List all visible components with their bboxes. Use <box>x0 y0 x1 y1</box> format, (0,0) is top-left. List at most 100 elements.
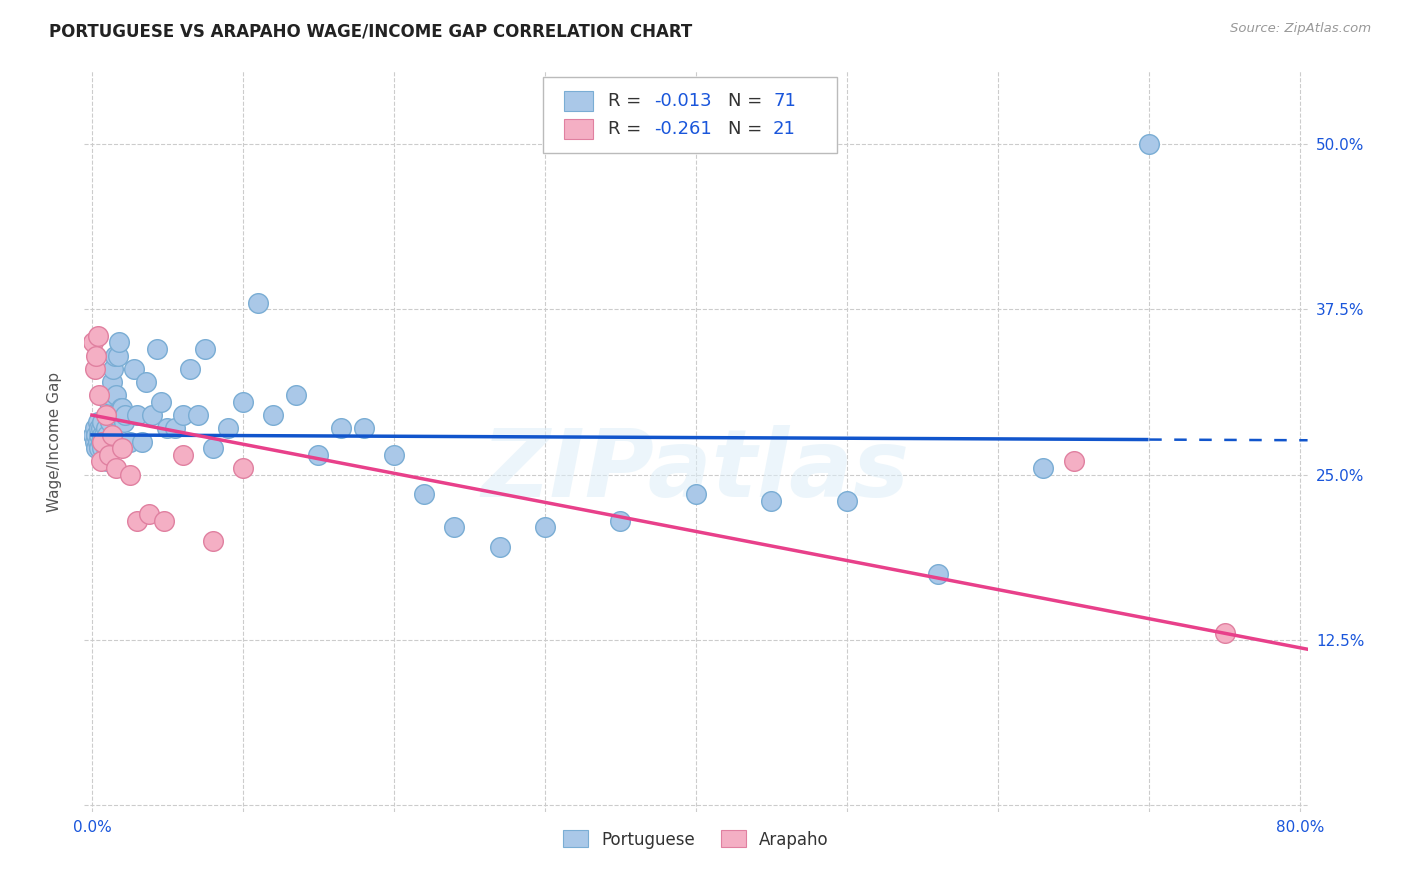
Point <box>103 349 125 363</box>
Point <box>84 434 107 449</box>
Point <box>82 428 104 442</box>
Point <box>201 441 224 455</box>
FancyBboxPatch shape <box>564 120 593 139</box>
Point <box>118 467 141 482</box>
Point <box>111 401 134 416</box>
Point <box>118 434 141 449</box>
Point <box>94 441 117 455</box>
Point <box>1032 461 1054 475</box>
Point <box>105 461 128 475</box>
Point <box>232 461 254 475</box>
Point <box>138 508 160 522</box>
Point <box>114 408 136 422</box>
Point <box>247 295 270 310</box>
Point <box>97 395 120 409</box>
Point <box>127 408 149 422</box>
Legend: Portuguese, Arapaho: Portuguese, Arapaho <box>557 823 835 855</box>
Point <box>90 421 112 435</box>
Point <box>98 415 121 429</box>
Point <box>353 421 375 435</box>
Point <box>307 448 329 462</box>
Point <box>1137 137 1160 152</box>
Point <box>112 415 135 429</box>
Point <box>94 421 117 435</box>
Text: -0.013: -0.013 <box>654 92 711 110</box>
Point <box>156 421 179 435</box>
Point <box>91 415 114 429</box>
Point <box>163 421 186 435</box>
Text: ZIPatlas: ZIPatlas <box>482 425 910 517</box>
Text: PORTUGUESE VS ARAPAHO WAGE/INCOME GAP CORRELATION CHART: PORTUGUESE VS ARAPAHO WAGE/INCOME GAP CO… <box>49 22 693 40</box>
Point <box>609 514 631 528</box>
Point <box>141 408 163 422</box>
Point <box>443 520 465 534</box>
Text: N =: N = <box>728 120 768 138</box>
FancyBboxPatch shape <box>564 91 593 111</box>
Point <box>835 494 858 508</box>
Point <box>108 335 131 350</box>
Point <box>111 441 134 455</box>
Point <box>131 434 153 449</box>
Point <box>97 408 120 422</box>
Point <box>105 388 128 402</box>
Point <box>93 434 115 449</box>
Point <box>488 541 510 555</box>
Point <box>89 441 111 455</box>
Point <box>97 448 120 462</box>
FancyBboxPatch shape <box>543 78 837 153</box>
Point <box>87 434 110 449</box>
Point <box>172 408 194 422</box>
Point <box>179 361 201 376</box>
Point <box>122 361 145 376</box>
Point <box>217 421 239 435</box>
Point <box>89 421 111 435</box>
Point <box>194 342 217 356</box>
Point <box>87 328 110 343</box>
Point <box>91 434 114 449</box>
Point <box>201 533 224 548</box>
Point <box>127 514 149 528</box>
Point <box>86 349 108 363</box>
Point <box>685 487 707 501</box>
Point <box>89 428 111 442</box>
Y-axis label: Wage/Income Gap: Wage/Income Gap <box>48 371 62 512</box>
Point <box>91 428 114 442</box>
Point <box>82 335 104 350</box>
Point <box>534 520 557 534</box>
Point <box>84 421 107 435</box>
Text: -0.261: -0.261 <box>654 120 711 138</box>
Point <box>89 388 111 402</box>
Text: 71: 71 <box>773 92 796 110</box>
Point <box>153 514 176 528</box>
Point <box>100 375 122 389</box>
Point <box>1213 626 1236 640</box>
Point <box>110 401 132 416</box>
Point <box>135 375 157 389</box>
Point <box>413 487 436 501</box>
Point <box>87 415 110 429</box>
Point <box>146 342 169 356</box>
Point <box>232 395 254 409</box>
Point <box>86 441 108 455</box>
Point <box>101 361 124 376</box>
Point <box>172 448 194 462</box>
Point <box>98 388 121 402</box>
Point <box>382 448 405 462</box>
Point <box>107 349 129 363</box>
Point <box>761 494 783 508</box>
Point <box>100 428 122 442</box>
Point <box>1063 454 1085 468</box>
Point <box>150 395 173 409</box>
Point <box>187 408 209 422</box>
Text: Source: ZipAtlas.com: Source: ZipAtlas.com <box>1230 22 1371 36</box>
Point <box>96 454 118 468</box>
Point <box>93 428 115 442</box>
Point <box>330 421 353 435</box>
Text: R =: R = <box>607 92 647 110</box>
Point <box>86 428 108 442</box>
Point <box>262 408 284 422</box>
Point <box>103 408 125 422</box>
Point <box>94 408 117 422</box>
Text: 21: 21 <box>773 120 796 138</box>
Point <box>284 388 307 402</box>
